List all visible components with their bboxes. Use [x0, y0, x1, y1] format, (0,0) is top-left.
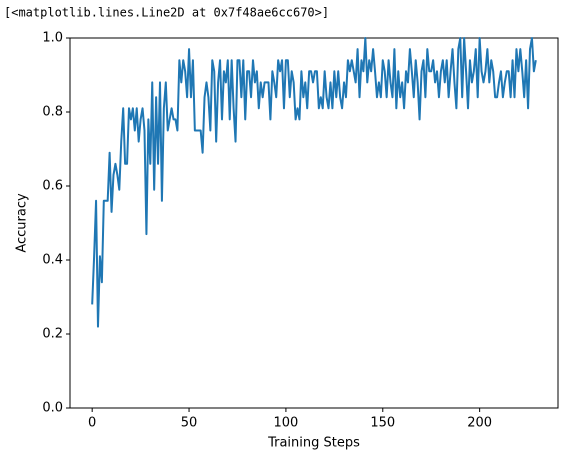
- x-tick-label: 150: [370, 416, 395, 431]
- output-text: [<matplotlib.lines.Line2D at 0x7f48ae6cc…: [4, 6, 329, 20]
- y-tick-label: 1.0: [42, 31, 63, 46]
- x-tick-label: 50: [181, 416, 198, 431]
- x-axis-label: Training Steps: [267, 436, 360, 451]
- y-tick-label: 0.4: [42, 253, 63, 268]
- y-tick-label: 0.6: [42, 179, 63, 194]
- x-tick-label: 0: [88, 416, 96, 431]
- x-tick-label: 200: [467, 416, 492, 431]
- y-tick-label: 0.2: [42, 327, 63, 342]
- x-tick-label: 100: [273, 416, 298, 431]
- accuracy-line: [91, 37, 537, 328]
- axes-frame: [69, 37, 559, 409]
- y-tick-label: 0.8: [42, 105, 63, 120]
- y-axis-label: Accuracy: [15, 193, 30, 253]
- y-tick-label: 0.0: [42, 401, 63, 416]
